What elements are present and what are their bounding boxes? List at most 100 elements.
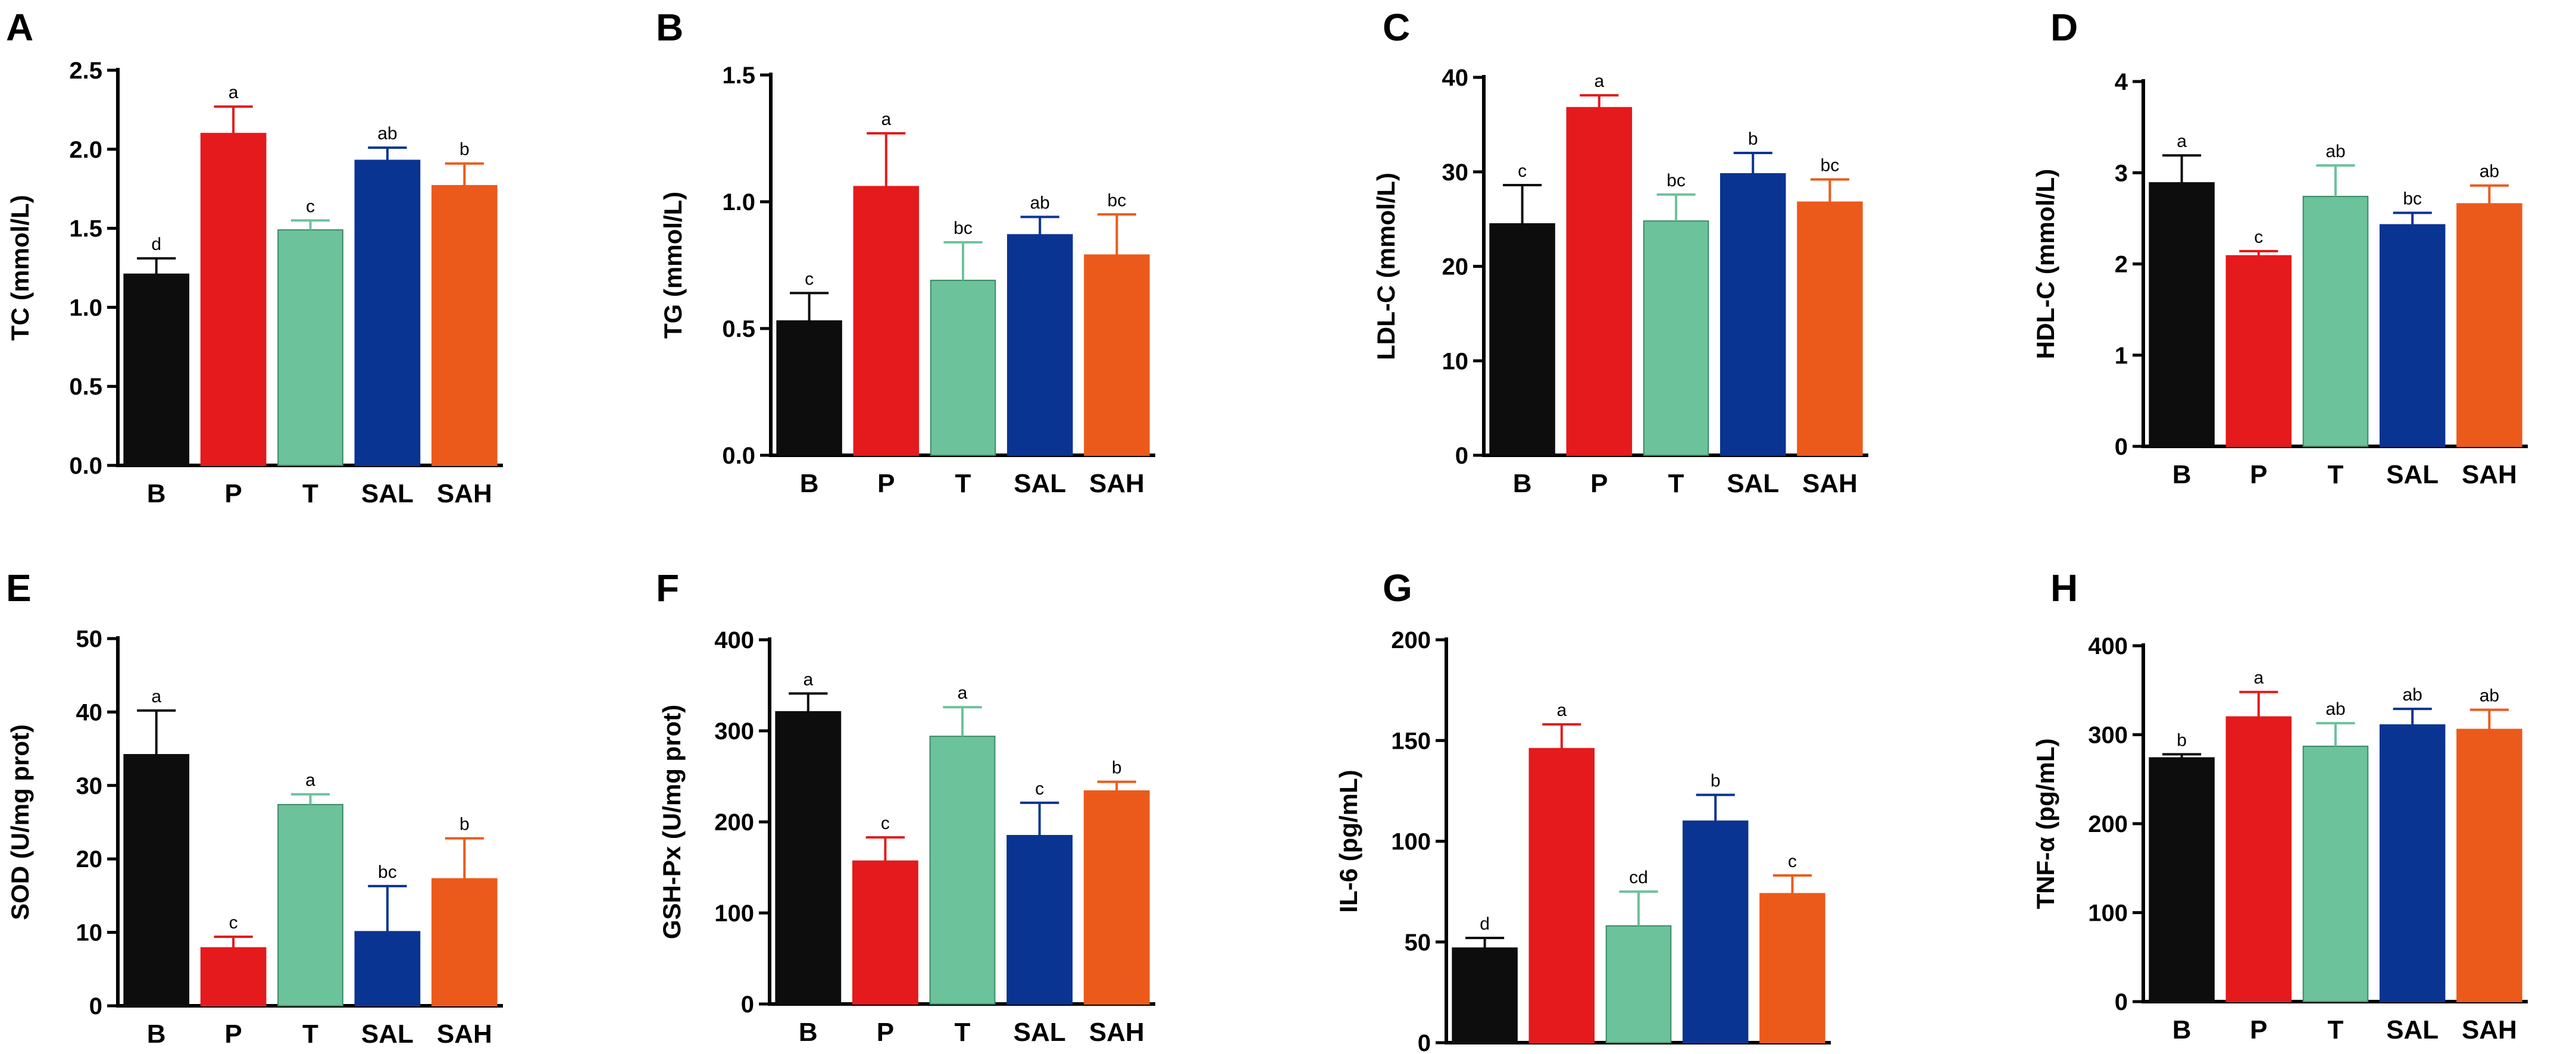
x-tick-label: B (147, 479, 166, 508)
chart-panel-a: A 0.0 0.5 1.0 1.5 2.0 2.5 TC (mmol/L) d Ba Pc Tab SA… (6, 6, 503, 508)
panel-letter: E (6, 567, 32, 609)
significance-letter: bc (954, 218, 973, 238)
x-tick-label: P (224, 1019, 242, 1049)
y-tick-label: 200 (2088, 811, 2128, 837)
significance-letter: b (1711, 771, 1721, 791)
x-tick-label: P (2250, 460, 2267, 489)
x-tick-label: SAH (1089, 1018, 1145, 1047)
significance-letter: c (306, 196, 315, 216)
bar-p (200, 133, 267, 467)
chart-panel-c: C 0 10 20 30 40 LDL-C (mmol/L) c Ba Pbc Tb SAL bc SAH (1372, 6, 1868, 498)
significance-letter: c (229, 913, 238, 933)
y-tick-label: 0 (2115, 989, 2128, 1015)
x-tick-label: P (877, 1018, 894, 1047)
y-tick-label: 50 (76, 626, 103, 652)
y-tick-label: 10 (1442, 348, 1469, 374)
significance-letter: c (1518, 161, 1527, 181)
x-tick-label: SAL (2386, 460, 2439, 489)
significance-letter: a (1594, 71, 1604, 91)
y-tick-label: 40 (1442, 65, 1469, 91)
y-tick-label: 2.0 (69, 137, 102, 163)
bar-b (1489, 223, 1555, 456)
bar-t (2302, 745, 2369, 1003)
significance-letter: a (229, 83, 239, 102)
significance-letter: ab (2325, 699, 2345, 719)
bar-b (123, 753, 190, 1007)
y-tick-label: 10 (76, 920, 103, 946)
significance-letter: d (1480, 914, 1490, 934)
x-tick-label: B (2172, 460, 2192, 489)
y-tick-label: 30 (76, 773, 103, 799)
bar-p (1528, 748, 1595, 1044)
y-tick-label: 3 (2115, 160, 2128, 186)
x-tick-label: B (799, 1018, 818, 1047)
chart-panel-h: H 0 100 200 300 400 TNF-α (pg/mL) b Ba Pab Tab SAL a… (2031, 567, 2528, 1044)
x-tick-label: P (877, 469, 895, 498)
y-tick-label: 50 (1405, 930, 1431, 956)
x-tick-label: SAL (361, 1019, 414, 1049)
bar-t (277, 803, 343, 1007)
y-tick-label: 20 (76, 846, 103, 872)
significance-letter: bc (1667, 171, 1686, 190)
y-tick-label: 1.5 (69, 216, 102, 242)
x-tick-label: T (2328, 1015, 2344, 1044)
significance-letter: bc (378, 862, 397, 882)
y-axis-title: IL-6 (pg/mL) (1334, 770, 1362, 912)
chart-panel-d: D 0 1 2 3 4 HDL-C (mmol/L) a Bc Pab Tbc SAL ab SAH (2031, 6, 2528, 489)
y-tick-label: 100 (2088, 900, 2128, 927)
chart-panel-f: F 0 100 200 300 400 GSH-Px (U/mg prot) a Bc Pa Tc S… (656, 567, 1155, 1047)
x-tick-label: SAL (2386, 1015, 2439, 1044)
bar-t (277, 229, 343, 466)
y-tick-label: 100 (1391, 829, 1431, 855)
significance-letter: bc (2403, 189, 2422, 209)
y-tick-label: 0 (1418, 1030, 1431, 1054)
y-axis-title: TG (mmol/L) (659, 192, 687, 339)
y-tick-label: 200 (1391, 627, 1431, 653)
bar-sah (1797, 201, 1863, 456)
y-tick-label: 20 (1442, 254, 1469, 280)
y-tick-label: 0 (2115, 434, 2128, 460)
panel-letter: B (656, 6, 683, 49)
significance-letter: c (805, 269, 814, 289)
bar-p (200, 947, 267, 1007)
y-tick-label: 2.5 (69, 58, 102, 84)
bar-t (929, 736, 996, 1005)
y-axis-title: TNF-α (pg/mL) (2031, 738, 2059, 909)
bar-t (1605, 925, 1672, 1044)
x-tick-label: T (302, 1019, 318, 1049)
x-tick-label: T (955, 1018, 971, 1047)
bar-sal (1682, 820, 1749, 1044)
significance-letter: bc (1108, 190, 1127, 210)
panel-letter: F (656, 567, 679, 609)
bar-sah (431, 184, 498, 466)
bar-b (2149, 182, 2215, 447)
bar-sal (1006, 834, 1073, 1005)
y-tick-label: 300 (2088, 723, 2128, 749)
chart-panel-e: E 0 10 20 30 40 50 SOD (U/mg prot) a Bc Pa Tbc SAL b S… (6, 567, 503, 1049)
significance-letter: c (1035, 779, 1044, 799)
bar-b (123, 273, 190, 466)
significance-letter: ab (2480, 686, 2499, 706)
chart-panel-b: B 0.0 0.5 1.0 1.5 TG (mmol/L) c Ba Pbc Tab SAL bc SA… (656, 6, 1155, 498)
significance-letter: b (459, 815, 470, 834)
bar-sah (1083, 790, 1150, 1005)
significance-letter: b (2177, 730, 2187, 750)
y-axis-title: LDL-C (mmol/L) (1372, 173, 1400, 360)
y-tick-label: 0.0 (722, 443, 755, 469)
x-tick-label: SAH (1802, 469, 1858, 498)
significance-letter: b (459, 140, 470, 159)
significance-letter: a (958, 683, 968, 703)
y-axis-title: TC (mmol/L) (6, 195, 34, 341)
y-tick-label: 0 (741, 992, 754, 1018)
bar-sah (1084, 254, 1150, 456)
significance-letter: c (2254, 227, 2263, 247)
y-tick-label: 30 (1442, 159, 1469, 186)
bar-p (2225, 716, 2292, 1002)
panel-letter: C (1383, 6, 1410, 49)
bar-p (1566, 107, 1633, 456)
y-tick-label: 0.5 (69, 374, 102, 400)
panel-letter: G (1383, 567, 1412, 609)
x-tick-label: SAH (437, 479, 492, 508)
y-tick-label: 1.5 (722, 62, 755, 89)
